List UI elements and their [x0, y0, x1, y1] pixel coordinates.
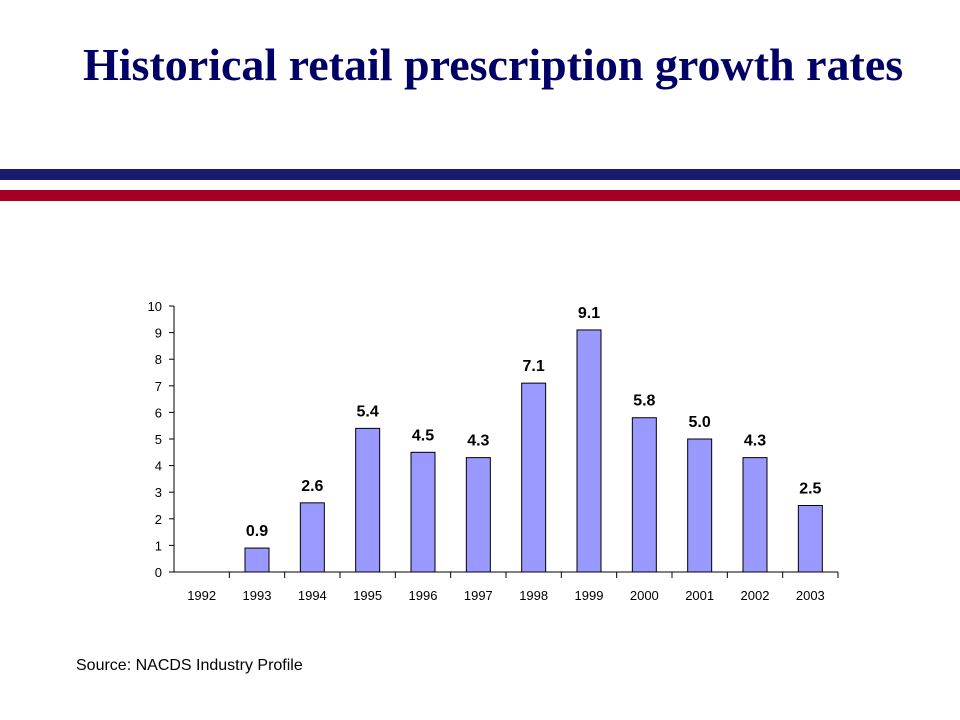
y-axis-ticks [169, 305, 174, 573]
bar-2002 [742, 457, 768, 573]
x-tick-label-2000: 2000 [630, 588, 659, 603]
x-axis-ticks [228, 572, 839, 578]
bar-1995 [355, 427, 381, 573]
y-tick-label: 0 [155, 565, 162, 580]
bar-1993 [244, 547, 270, 573]
y-tick-label: 5 [155, 432, 162, 447]
bar-data-labels: 0.9 2.6 5.4 4.5 4.3 7.1 9.1 5.8 5.0 4.3 2.5 [246, 305, 822, 540]
x-tick-label-2003: 2003 [796, 588, 825, 603]
data-label-2002: 4.3 [744, 433, 766, 450]
x-tick-label-1995: 1995 [353, 588, 382, 603]
y-tick-label: 3 [155, 485, 162, 500]
title-rule-blue [0, 169, 960, 180]
data-label-1998: 7.1 [523, 358, 545, 375]
bar-1998 [521, 382, 547, 573]
x-axis-tick-labels: 1992 1993 1994 1995 1996 1997 1998 1999 2000 2001… [187, 588, 825, 603]
data-label-1993: 0.9 [246, 523, 268, 540]
bar-2000 [631, 417, 657, 573]
y-tick-label: 8 [155, 352, 162, 367]
bar-2001 [687, 438, 713, 573]
bar-1994 [299, 502, 325, 573]
x-tick-label-1998: 1998 [519, 588, 548, 603]
x-tick-label-1996: 1996 [409, 588, 438, 603]
y-tick-label: 1 [155, 538, 162, 553]
data-label-2000: 5.8 [633, 393, 655, 410]
data-label-1995: 5.4 [357, 403, 379, 420]
data-label-1997: 4.3 [467, 433, 489, 450]
source-note: Source: NACDS Industry Profile [76, 657, 303, 674]
x-tick-label-2002: 2002 [741, 588, 770, 603]
data-label-1996: 4.5 [412, 427, 434, 444]
slide-title: Historical retail prescription growth ra… [83, 39, 904, 90]
y-tick-label: 4 [155, 459, 162, 474]
bar-1997 [465, 457, 491, 573]
x-tick-label-1992: 1992 [187, 588, 216, 603]
y-tick-label: 7 [155, 379, 162, 394]
title-rule-red [0, 190, 960, 201]
data-label-1994: 2.6 [301, 478, 323, 495]
y-tick-label: 2 [155, 512, 162, 527]
x-tick-label-1993: 1993 [243, 588, 272, 603]
data-label-2001: 5.0 [689, 414, 711, 431]
y-axis-tick-labels: 0 1 2 3 4 5 6 7 8 9 10 [148, 299, 162, 580]
bar-1999 [576, 329, 602, 573]
bar-2003 [797, 505, 823, 573]
y-tick-label: 10 [148, 299, 162, 314]
x-tick-label-2001: 2001 [685, 588, 714, 603]
x-tick-label-1994: 1994 [298, 588, 327, 603]
x-tick-label-1999: 1999 [575, 588, 604, 603]
x-tick-label-1997: 1997 [464, 588, 493, 603]
bar-1996 [410, 451, 436, 573]
data-label-1999: 9.1 [578, 305, 600, 322]
y-tick-label: 9 [155, 326, 162, 341]
bar-series [244, 329, 823, 573]
data-label-2003: 2.5 [799, 481, 821, 498]
y-tick-label: 6 [155, 405, 162, 420]
